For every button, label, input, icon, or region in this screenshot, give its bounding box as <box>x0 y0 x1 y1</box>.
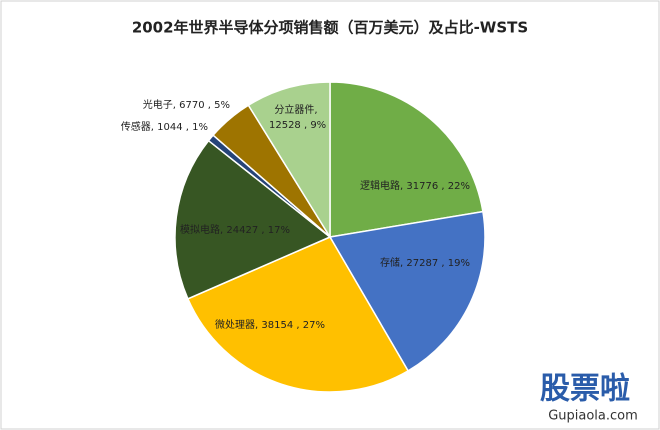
pie-slice <box>247 81 331 240</box>
pie-slice <box>174 139 332 300</box>
pie <box>174 81 486 393</box>
pie-slice <box>328 210 486 372</box>
data-label: 分立器件, 12528 , 9% <box>266 103 326 131</box>
watermark-url: Gupiaola.com <box>548 409 638 424</box>
data-label: 逻辑电路, 31776 , 22% <box>360 179 470 192</box>
pie-slice <box>329 81 484 238</box>
data-label: 传感器, 1044 , 1% <box>121 120 208 133</box>
data-label: 光电子, 6770 , 5% <box>143 98 230 111</box>
chart-title: 2002年世界半导体分项销售额（百万美元）及占比-WSTS <box>132 19 528 37</box>
pie-slice <box>186 236 410 393</box>
watermark-brand: 股票啦 <box>540 372 630 407</box>
data-label: 存储, 27287 , 19% <box>380 256 470 269</box>
data-label: 微处理器, 38154 , 27% <box>215 318 325 331</box>
data-label: 模拟电路, 24427 , 17% <box>180 223 290 236</box>
